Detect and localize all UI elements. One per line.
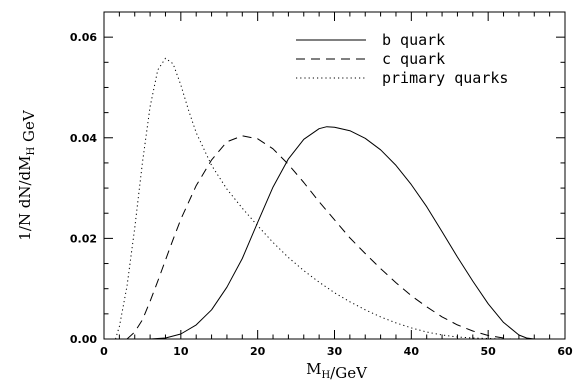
x-tick-label: 10 bbox=[173, 345, 189, 358]
x-tick-label: 20 bbox=[250, 345, 266, 358]
axis-tick-labels: 0 10 20 30 40 50 60 0.00 0.02 0.04 0.06 bbox=[70, 31, 573, 358]
y-tick-label: 0.04 bbox=[70, 132, 97, 145]
legend-label: primary quarks bbox=[382, 69, 508, 87]
series-line-dotted bbox=[115, 57, 504, 340]
x-tick-label: 60 bbox=[557, 345, 573, 358]
legend-label: b quark bbox=[382, 31, 445, 49]
axis-labels: MH/GeV 1/N dN/dMH GeV bbox=[16, 109, 368, 382]
x-tick-label: 30 bbox=[327, 345, 343, 358]
x-tick-label: 50 bbox=[481, 345, 497, 358]
x-tick-label: 40 bbox=[404, 345, 420, 358]
y-axis-label: 1/N dN/dMH GeV bbox=[16, 109, 38, 241]
legend-label: c quark bbox=[382, 50, 445, 68]
y-tick-label: 0.00 bbox=[70, 333, 97, 346]
series-lines bbox=[115, 57, 535, 340]
axis-ticks bbox=[103, 11, 566, 340]
x-tick-label: 0 bbox=[100, 345, 108, 358]
y-tick-label: 0.06 bbox=[70, 31, 97, 44]
series-line-dashed bbox=[126, 135, 512, 340]
plot-frame-group bbox=[103, 11, 566, 340]
series-line-solid bbox=[134, 126, 535, 340]
x-axis-label: MH/GeV bbox=[306, 360, 368, 382]
plot-frame bbox=[103, 11, 566, 340]
y-tick-label: 0.02 bbox=[70, 232, 97, 245]
